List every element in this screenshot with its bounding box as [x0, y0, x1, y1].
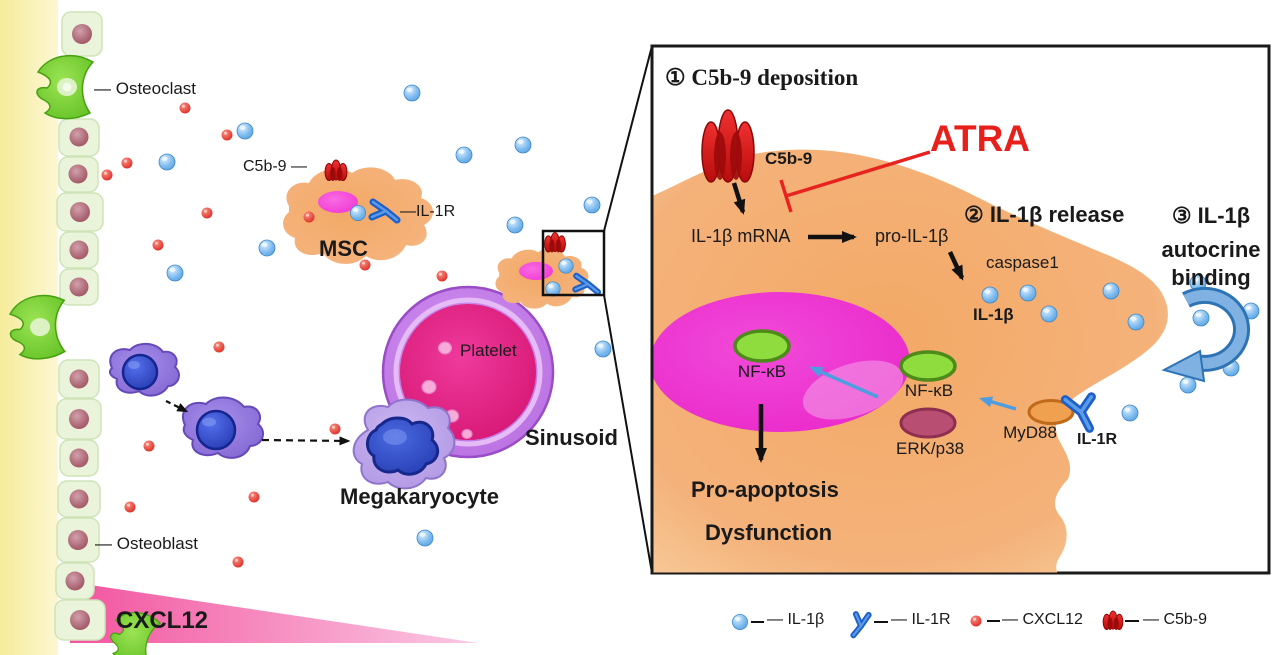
atra-label: ATRA	[930, 118, 1031, 159]
legend-il1r-label: — IL-1R	[891, 611, 951, 628]
progenitor-cell-2	[182, 396, 265, 459]
panel-c5b9-pore	[701, 109, 755, 183]
msc-cell-2	[495, 232, 597, 309]
c5b9-msc-label: C5b-9 —	[243, 158, 308, 175]
osteoclast-label: — Osteoclast	[94, 79, 197, 98]
panel-il1r-receptor	[1060, 392, 1096, 433]
erk-p38-label: ERK/p38	[895, 439, 965, 458]
pro-apoptosis-label: Pro-apoptosis	[691, 477, 839, 502]
erk-p38-oval	[899, 407, 957, 439]
cxcl12-label: CXCL12	[116, 607, 209, 634]
megakaryocyte-label: Megakaryocyte	[340, 484, 499, 509]
autocrine-curved-arrow	[1161, 286, 1251, 383]
bone-wall	[0, 0, 478, 655]
step3-title-line2: autocrine	[1161, 237, 1261, 262]
caspase1-label: caspase1	[986, 253, 1059, 272]
signaling-ovals	[733, 329, 1075, 439]
myd88-label: MyD88	[1003, 423, 1057, 442]
il1b-mrna-label: IL-1β mRNA	[691, 226, 791, 246]
zoom-connector-lines	[603, 45, 653, 574]
osteoclast-cell-mid	[7, 293, 69, 362]
sinusoid-label: Sinusoid	[525, 425, 618, 450]
il1r-receptor-icon	[853, 614, 868, 635]
step2-title: ② IL-1β release	[964, 202, 1125, 227]
cxcl12-gradient-wedge	[70, 582, 478, 643]
il1r-msc-label: —IL-1R	[400, 203, 456, 220]
platelet-label: Platelet	[460, 341, 517, 360]
il1b-sphere-icon	[731, 613, 749, 631]
legend-glyphs	[731, 610, 1139, 635]
legend-c5b9-label: — C5b-9	[1143, 611, 1208, 628]
nfkb-nucleus-oval	[733, 329, 791, 363]
megakaryocyte-cell	[352, 398, 456, 490]
bone-cell-nuclei	[65, 24, 92, 630]
step3-title-line3: binding	[1171, 265, 1251, 290]
c5b9-pore-icon	[1102, 610, 1124, 631]
msc-label: MSC	[319, 236, 368, 261]
progenitor-cell-1	[108, 342, 180, 397]
panel-c5b9-label: C5b-9	[765, 149, 813, 168]
c5b9-on-msc-2	[544, 232, 566, 253]
msc-cell	[283, 159, 434, 264]
differentiation-arrows	[165, 400, 351, 446]
legend-il1b-label: — IL-1β	[767, 611, 825, 628]
legend-cxcl12-label: — CXCL12	[1002, 611, 1083, 628]
cxcl12-dot-icon	[970, 615, 982, 627]
panel-il1b-label: IL-1β	[973, 305, 1014, 324]
myd88-oval	[1027, 399, 1075, 425]
osteoblast-label: — Osteoblast	[95, 534, 198, 553]
c5b9-on-msc	[324, 159, 348, 182]
panel-black-arrows	[731, 182, 965, 463]
nfkb-nucleus-label: NF-κB	[737, 362, 787, 381]
nfkb-cyto-oval	[899, 350, 957, 382]
osteoclast-cell-top	[36, 54, 94, 120]
panel-il1r-label: IL-1R	[1077, 431, 1117, 448]
nfkb-cyto-label: NF-κB	[904, 381, 954, 400]
msc-nucleus	[318, 191, 358, 213]
pro-il1b-label: pro-IL-1β	[875, 226, 949, 246]
panel-blue-arrows	[809, 366, 1017, 411]
megakaryocyte-nucleus	[366, 416, 440, 476]
dysfunction-label: Dysfunction	[705, 520, 833, 545]
step3-title-line1: ③ IL-1β	[1171, 203, 1251, 228]
step1-title: ① C5b-9 deposition	[665, 65, 859, 90]
zoom-source-box	[541, 229, 606, 297]
atra-inhibition-bar	[779, 150, 931, 213]
